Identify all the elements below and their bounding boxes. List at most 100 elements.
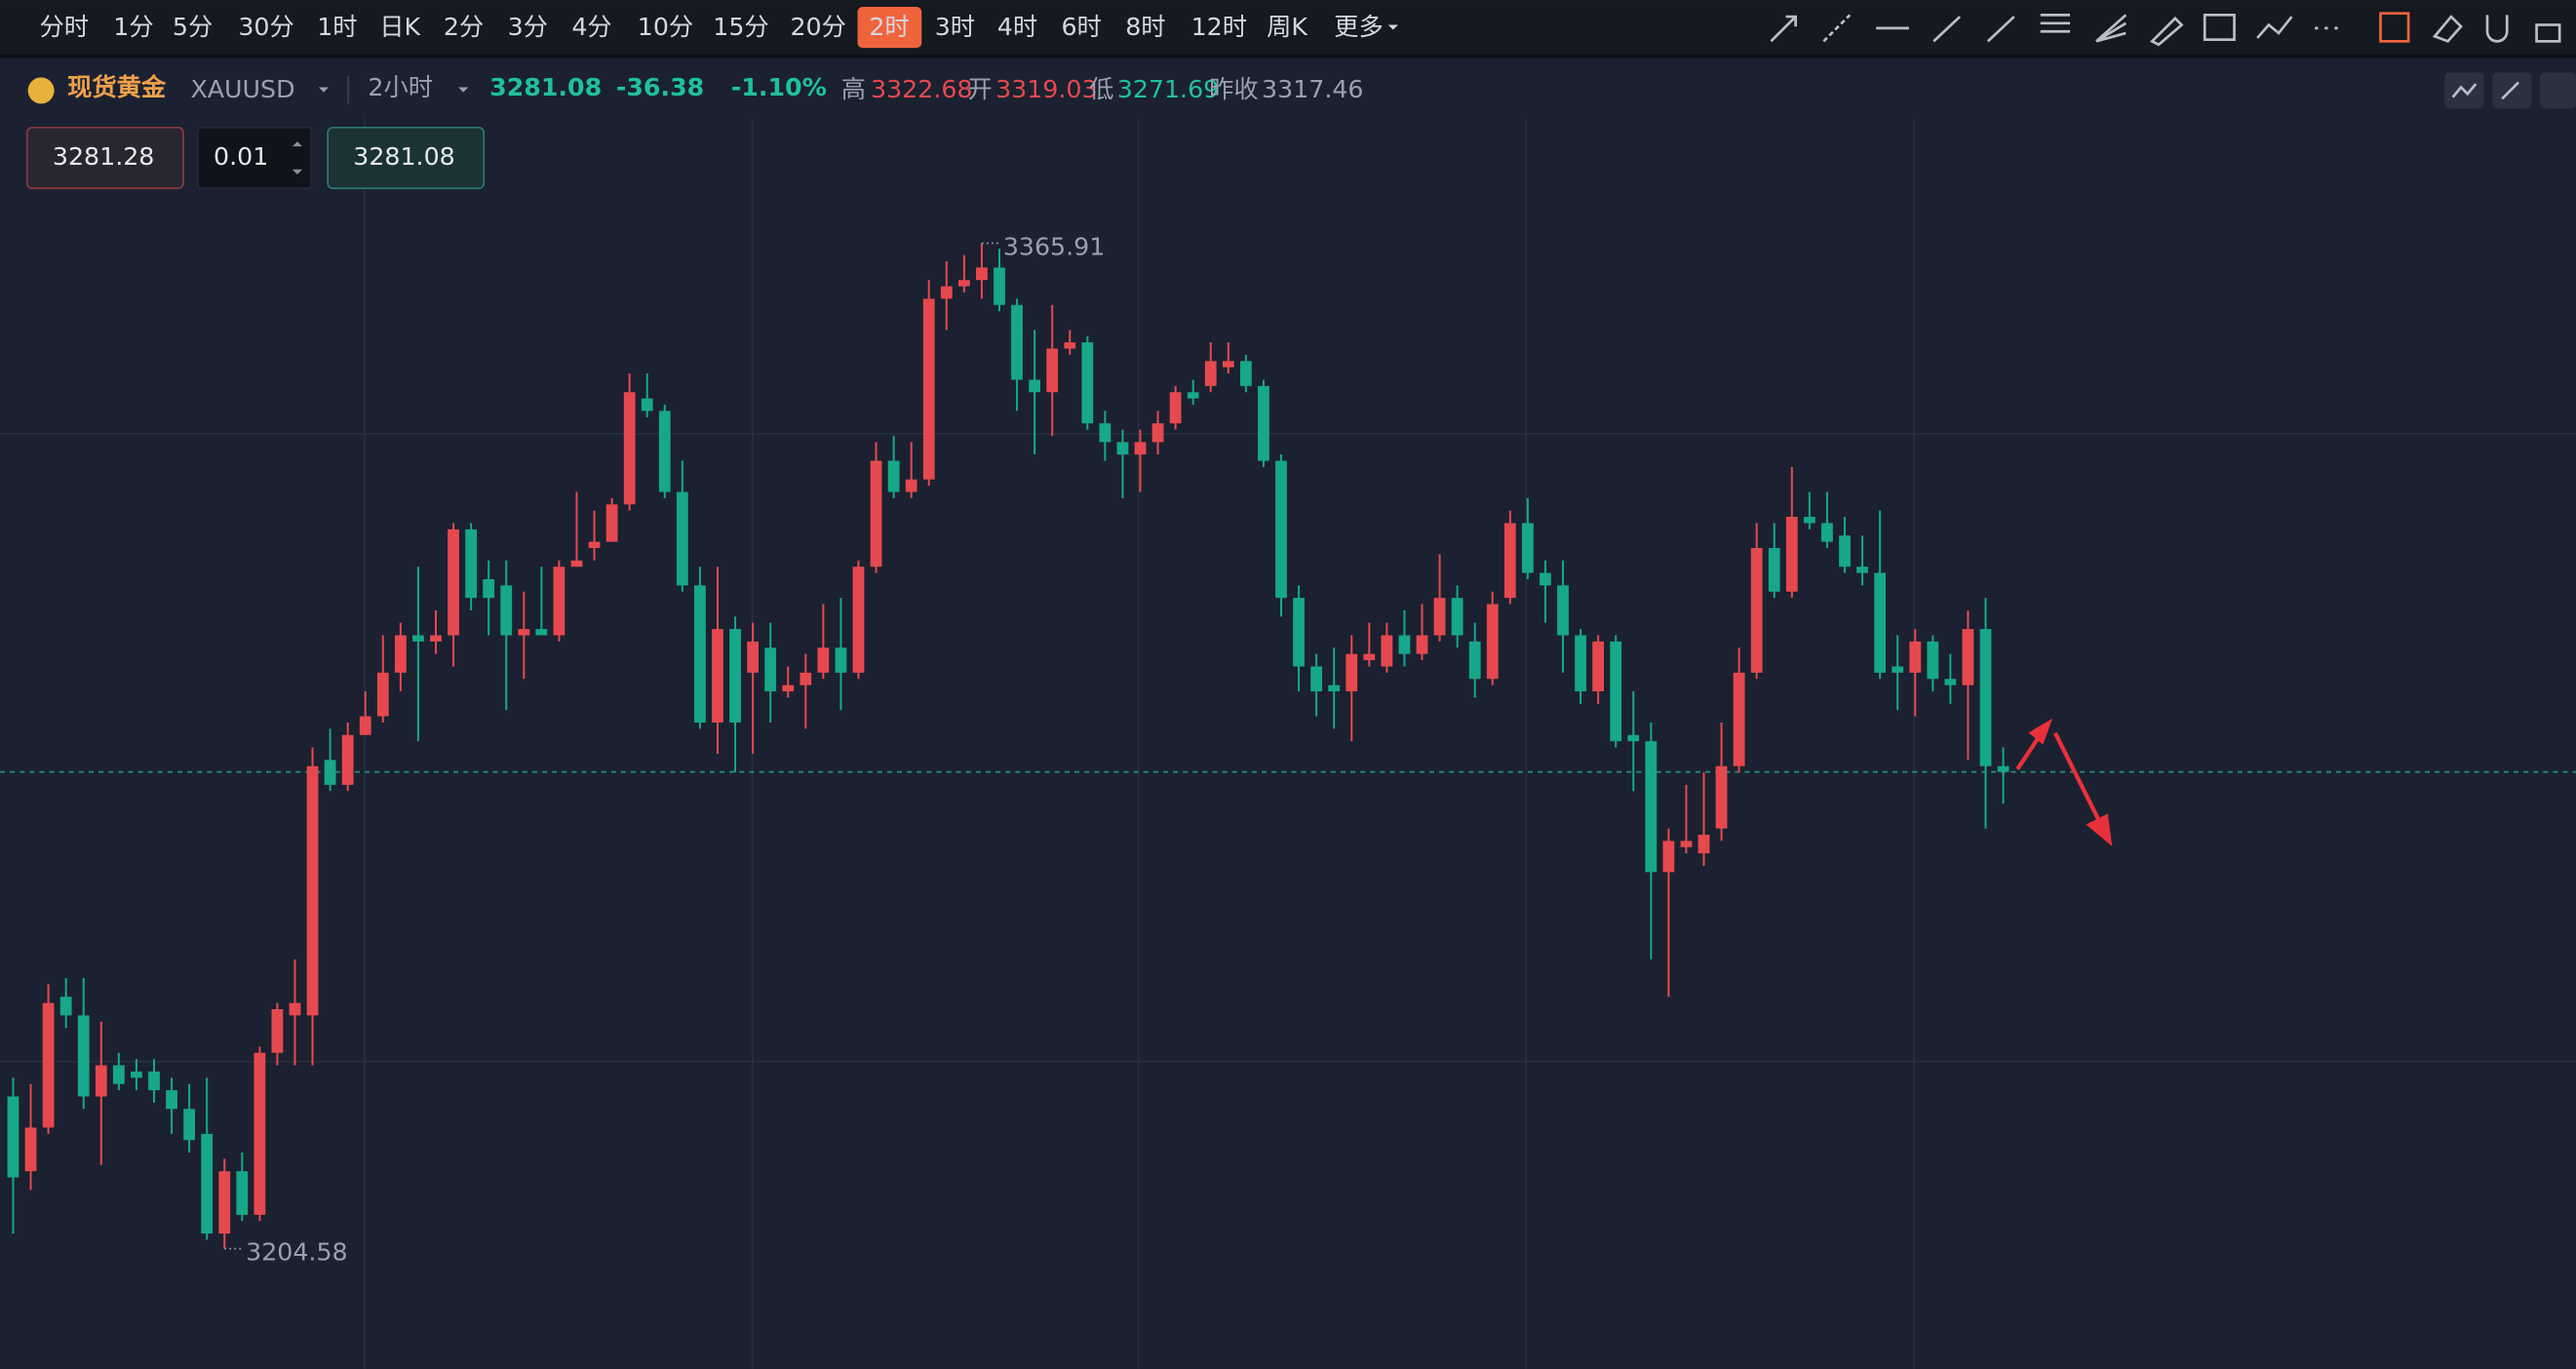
tool-icon[interactable] [2432, 15, 2463, 43]
candle-body [1398, 635, 1411, 654]
candle-body [1169, 392, 1182, 424]
candle-body [166, 1090, 177, 1110]
buy-button[interactable] [327, 126, 486, 189]
grid [0, 118, 2576, 1369]
lots: 0.01 [214, 142, 268, 171]
candle-body [112, 1065, 125, 1084]
candle-body [800, 672, 812, 685]
period-tab[interactable]: 30分 [238, 13, 293, 41]
candle-body [658, 411, 671, 492]
panel-icon [2501, 81, 2519, 100]
tool-icon[interactable] [2203, 14, 2236, 42]
period-tab[interactable]: 更多 [1334, 13, 1384, 41]
tool-icon[interactable] [2485, 15, 2509, 43]
period-bar: 分时 1分 5分 30分 1时 日K 2分 3分 4分 10分 15分 20分 2时 3时 4时 6时 8时 12… [39, 6, 1398, 49]
open-label: 开 [967, 75, 992, 103]
plot: 3365.91 3204.58 [0, 232, 2576, 1267]
symbol-name[interactable]: 现货黄金 [67, 73, 167, 101]
period-tab[interactable]: 2时 [869, 13, 909, 41]
period-tab[interactable]: 分时 [39, 13, 89, 41]
period-tab[interactable]: 3时 [935, 13, 975, 41]
candle-body [1627, 734, 1640, 742]
tool-icon[interactable] [2095, 14, 2127, 43]
symbol-icon [27, 77, 55, 104]
lots-input[interactable] [197, 126, 313, 189]
prev-label: 昨收 [1209, 75, 1259, 103]
period-tab[interactable]: 6时 [1061, 13, 1101, 41]
low-label: 低 [1089, 75, 1113, 103]
candle-body [1540, 572, 1551, 586]
candle-body [1680, 841, 1693, 847]
arrow-head [2086, 813, 2113, 846]
drawing-tools [1770, 12, 2561, 47]
candle-body [77, 1015, 90, 1097]
period-tab[interactable]: 4时 [997, 13, 1037, 41]
tool-icon[interactable] [1822, 14, 1852, 43]
candle-body [1892, 666, 1904, 673]
tool-icon[interactable] [2256, 16, 2293, 39]
candle-body [306, 765, 319, 1016]
period-tab[interactable]: 4分 [571, 13, 611, 41]
active-period[interactable] [857, 6, 922, 49]
tool-icon[interactable] [1932, 16, 1962, 43]
candle-body [817, 647, 830, 673]
candle-body [1116, 442, 1129, 455]
period-tab[interactable]: 日K [379, 13, 421, 41]
candle-body [359, 716, 371, 735]
panel-button[interactable] [2539, 72, 2576, 109]
dropdown[interactable] [1387, 24, 1398, 30]
candle-body [1909, 641, 1922, 673]
period-tab[interactable]: 8时 [1125, 13, 1165, 41]
candle-body [1521, 523, 1534, 573]
candle-body [1803, 517, 1815, 524]
dropdown[interactable] [318, 87, 329, 93]
candle-body [1645, 741, 1658, 873]
period-tab[interactable]: 12时 [1191, 13, 1247, 41]
dropdown[interactable] [458, 87, 469, 93]
candle-body [1698, 835, 1710, 854]
candle-body [1416, 635, 1428, 654]
sell-button[interactable] [25, 126, 184, 189]
candle-body [922, 298, 935, 480]
period[interactable]: 2小时 [368, 73, 433, 101]
tool-icon[interactable] [1770, 15, 1797, 43]
candle-body [341, 734, 354, 785]
candle-body [1486, 604, 1499, 680]
tool-icon[interactable] [1986, 16, 2015, 43]
candle-body [957, 280, 970, 287]
period-tab[interactable]: 20分 [790, 13, 845, 41]
candle-body [1944, 679, 1957, 685]
period-tab[interactable]: 周K [1267, 13, 1308, 41]
candle-body [500, 585, 513, 636]
candle-body [483, 578, 495, 599]
period-tab[interactable]: 5分 [173, 13, 213, 41]
period-tab[interactable]: 10分 [638, 13, 693, 41]
candle-body [1874, 572, 1887, 673]
period-tab[interactable]: 2分 [444, 13, 484, 41]
candle-body [782, 684, 795, 692]
candle-body [1151, 423, 1164, 443]
candle-body [940, 286, 953, 299]
tool-icon[interactable] [2535, 23, 2561, 43]
tool-icon[interactable] [2040, 14, 2071, 33]
candle-body [271, 1008, 284, 1053]
period-tab[interactable]: 15分 [713, 13, 768, 41]
candle-body [1293, 598, 1305, 667]
candle-body [131, 1071, 142, 1078]
candle-body [1346, 653, 1358, 692]
candle-body [1856, 567, 1868, 573]
open: 3319.03 [995, 75, 1097, 103]
candle-body [694, 585, 706, 723]
tool-icon[interactable] [2150, 16, 2184, 47]
period-tab[interactable]: 3分 [508, 13, 548, 41]
low: 3271.69 [1117, 75, 1219, 103]
candle-body [1821, 523, 1833, 542]
symbol-code[interactable]: XAUUSD [190, 75, 294, 103]
period-tab[interactable]: 1分 [113, 13, 153, 41]
period-tab[interactable]: 1时 [317, 13, 357, 41]
candle-body [1258, 385, 1269, 461]
tool-icon[interactable] [2379, 12, 2410, 43]
candle-body [254, 1052, 266, 1215]
